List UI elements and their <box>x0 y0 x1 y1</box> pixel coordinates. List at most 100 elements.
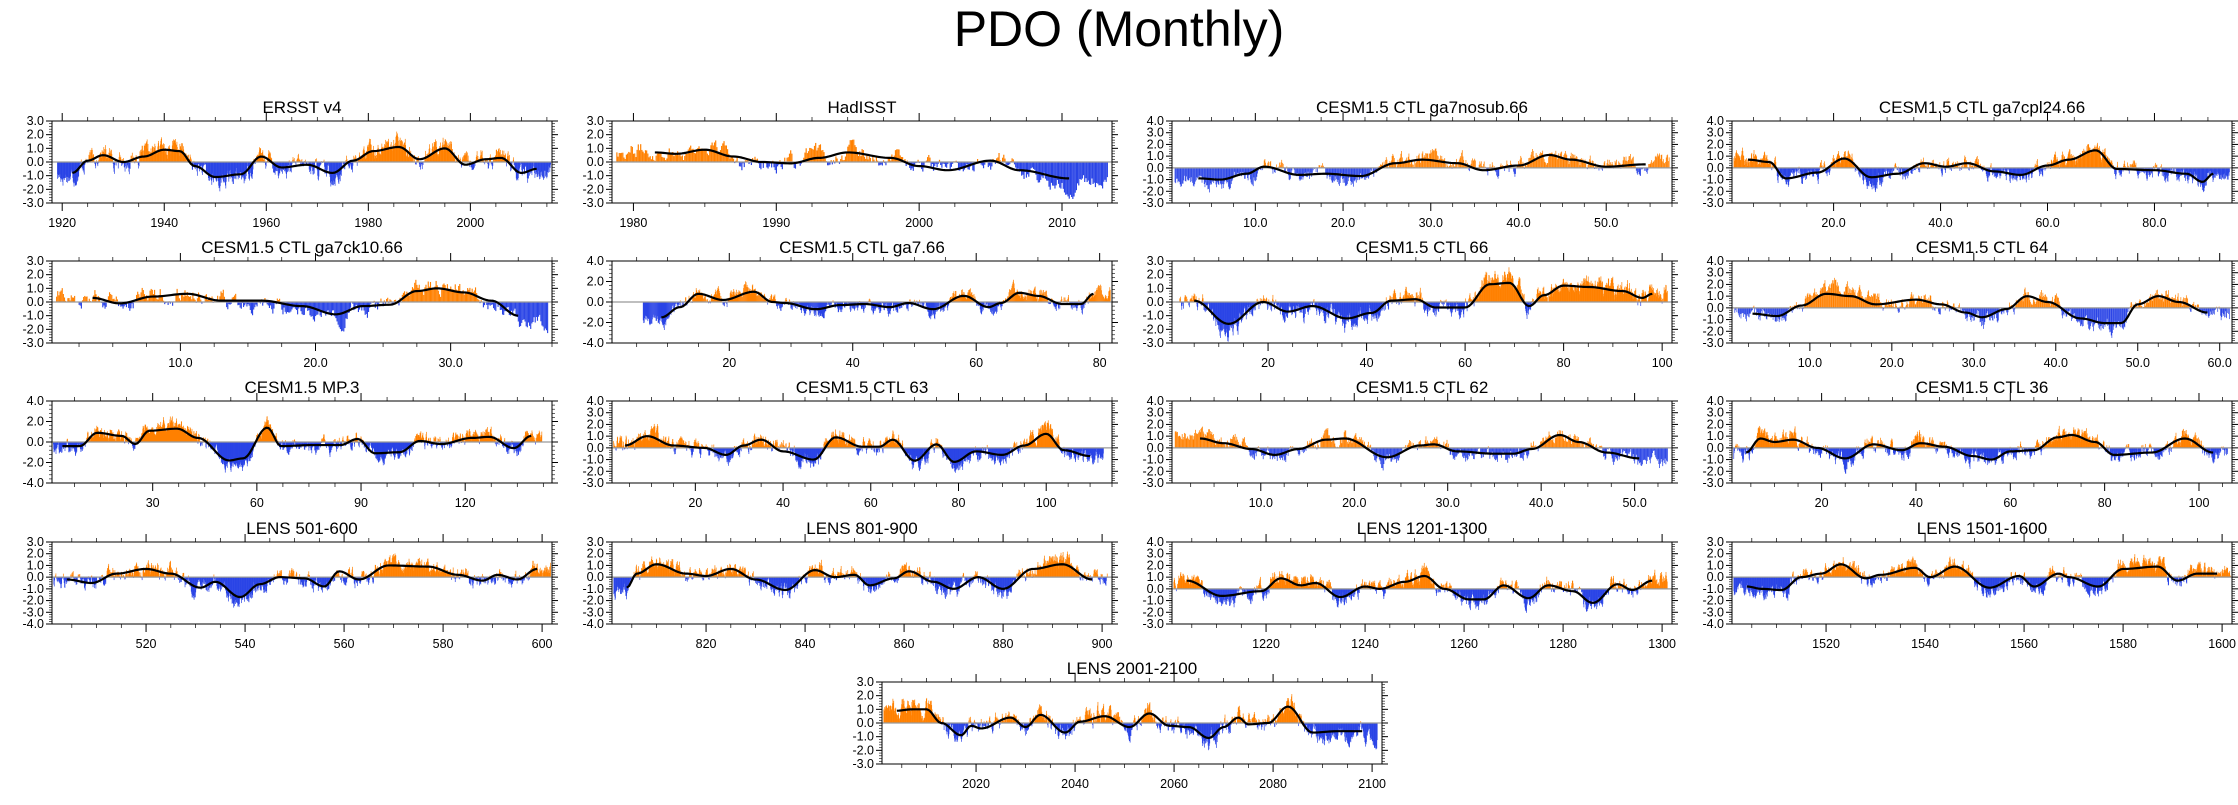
monthly-bar <box>2098 147 2099 168</box>
monthly-bar <box>420 290 423 302</box>
monthly-bar <box>495 149 497 162</box>
monthly-bar <box>106 154 107 162</box>
monthly-bar <box>160 295 162 302</box>
monthly-bar <box>1754 156 1756 168</box>
monthly-bar <box>853 139 855 162</box>
monthly-bar <box>58 162 60 178</box>
monthly-bar <box>1458 161 1459 168</box>
monthly-bar <box>169 302 171 304</box>
monthly-bar <box>110 293 112 302</box>
monthly-bar <box>120 159 122 162</box>
monthly-bar <box>229 162 230 171</box>
monthly-bar <box>210 162 212 177</box>
monthly-bar <box>2070 154 2071 168</box>
monthly-bar <box>1925 165 1926 168</box>
monthly-bar <box>2131 164 2133 168</box>
monthly-bar <box>1891 167 1893 174</box>
monthly-bar <box>217 162 219 182</box>
monthly-bar <box>2037 159 2038 168</box>
monthly-bar <box>383 300 385 302</box>
monthly-bar <box>644 302 646 319</box>
monthly-bar <box>2059 159 2061 168</box>
monthly-bar <box>1742 155 1744 168</box>
bar-series <box>1174 148 1670 193</box>
monthly-bar <box>1769 160 1771 168</box>
monthly-bar <box>490 158 492 162</box>
monthly-bar <box>724 145 726 162</box>
monthly-bar <box>2102 149 2104 168</box>
monthly-bar <box>387 297 389 302</box>
monthly-bar <box>194 299 196 302</box>
monthly-bar <box>186 292 188 302</box>
monthly-bar <box>348 162 350 169</box>
monthly-bar <box>2060 164 2061 168</box>
monthly-bar <box>1747 162 1749 168</box>
monthly-bar <box>545 162 546 176</box>
plot-frame <box>1731 120 2233 204</box>
monthly-bar <box>1804 167 1805 178</box>
monthly-bar <box>424 157 426 162</box>
monthly-bar <box>946 162 948 168</box>
monthly-bar <box>1914 167 1916 171</box>
monthly-bar <box>506 302 508 308</box>
monthly-bar <box>707 155 710 162</box>
monthly-bar <box>2130 164 2132 168</box>
monthly-bar <box>303 302 305 315</box>
monthly-bar <box>425 284 427 302</box>
monthly-bar <box>1745 164 1747 168</box>
monthly-bar <box>238 302 240 305</box>
monthly-bar <box>1241 167 1243 173</box>
monthly-bar <box>113 162 114 169</box>
y-tick-label: 2.0 <box>1147 137 1164 151</box>
monthly-bar <box>1659 153 1661 168</box>
monthly-bar <box>113 162 115 172</box>
monthly-bar <box>2198 167 2200 182</box>
monthly-bar <box>1035 162 1037 175</box>
monthly-bar <box>1187 167 1188 180</box>
monthly-bar <box>818 145 820 162</box>
monthly-bar <box>287 162 288 166</box>
monthly-bar <box>529 302 531 326</box>
monthly-bar <box>1404 160 1406 168</box>
monthly-bar <box>66 162 68 177</box>
monthly-bar <box>211 162 212 181</box>
monthly-bar <box>197 292 200 302</box>
x-tick-label: 30.0 <box>1419 216 1443 230</box>
y-tick-label: 3.0 <box>27 114 44 128</box>
monthly-bar <box>1217 167 1219 184</box>
monthly-bar <box>156 150 158 162</box>
monthly-bar <box>432 149 434 162</box>
monthly-bar <box>316 158 317 162</box>
monthly-bar <box>1827 167 1829 173</box>
monthly-bar <box>1800 167 1801 172</box>
monthly-bar <box>691 149 693 162</box>
monthly-bar <box>2227 167 2229 177</box>
monthly-bar <box>1461 150 1463 168</box>
monthly-bar <box>678 302 680 306</box>
monthly-bar <box>2218 167 2219 174</box>
monthly-bar <box>679 153 681 162</box>
monthly-bar <box>2115 167 2117 175</box>
monthly-bar <box>1855 167 1856 170</box>
monthly-bar <box>60 162 62 180</box>
monthly-bar <box>183 149 185 162</box>
monthly-bar <box>1540 152 1541 168</box>
monthly-bar <box>657 302 659 324</box>
monthly-bar <box>1262 167 1264 170</box>
monthly-bar <box>185 295 187 302</box>
monthly-bar <box>2149 167 2151 177</box>
monthly-bar <box>533 162 535 169</box>
monthly-bar <box>125 302 127 308</box>
monthly-bar <box>2132 160 2134 168</box>
monthly-bar <box>413 288 415 302</box>
monthly-bar <box>421 162 423 166</box>
monthly-bar <box>1498 167 1500 177</box>
monthly-bar <box>1354 167 1356 182</box>
monthly-bar <box>1401 150 1402 168</box>
monthly-bar <box>172 142 174 162</box>
y-tick-label: -2.0 <box>1142 184 1164 198</box>
monthly-bar <box>2084 150 2086 168</box>
monthly-bar <box>536 302 539 321</box>
monthly-bar <box>1536 158 1538 168</box>
monthly-bar <box>2000 167 2002 174</box>
